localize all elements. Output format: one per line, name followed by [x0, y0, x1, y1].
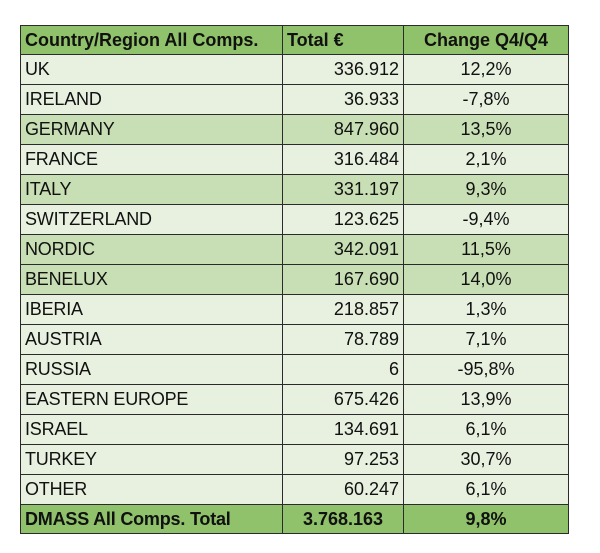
cell-country: RUSSIA [20, 354, 283, 385]
cell-country: ITALY [20, 174, 283, 205]
cell-total: 342.091 [282, 234, 404, 265]
table-row: RUSSIA 6 -95,8% [20, 354, 569, 385]
header-country: Country/Region All Comps. [20, 25, 283, 55]
table-header-row: Country/Region All Comps. Total € Change… [20, 25, 569, 55]
cell-total: 6 [282, 354, 404, 385]
cell-total: 847.960 [282, 114, 404, 145]
table-row: FRANCE 316.484 2,1% [20, 144, 569, 175]
table-row: NORDIC 342.091 11,5% [20, 234, 569, 265]
header-total: Total € [282, 25, 404, 55]
cell-change: -7,8% [403, 84, 569, 115]
cell-total: 316.484 [282, 144, 404, 175]
cell-country: FRANCE [20, 144, 283, 175]
cell-change: 14,0% [403, 264, 569, 295]
table-row: IRELAND 36.933 -7,8% [20, 84, 569, 115]
cell-change: 13,9% [403, 384, 569, 415]
cell-total: 123.625 [282, 204, 404, 235]
table-row: ISRAEL 134.691 6,1% [20, 414, 569, 445]
footer-change: 9,8% [403, 504, 569, 534]
cell-total: 167.690 [282, 264, 404, 295]
cell-change: 1,3% [403, 294, 569, 325]
cell-country: OTHER [20, 474, 283, 505]
cell-total: 331.197 [282, 174, 404, 205]
cell-country: GERMANY [20, 114, 283, 145]
table-row: OTHER 60.247 6,1% [20, 474, 569, 505]
table-row: TURKEY 97.253 30,7% [20, 444, 569, 475]
header-change: Change Q4/Q4 [403, 25, 569, 55]
table-row: BENELUX 167.690 14,0% [20, 264, 569, 295]
cell-change: 6,1% [403, 414, 569, 445]
table-total-row: DMASS All Comps. Total 3.768.163 9,8% [20, 504, 569, 534]
cell-change: -95,8% [403, 354, 569, 385]
cell-country: TURKEY [20, 444, 283, 475]
cell-country: BENELUX [20, 264, 283, 295]
cell-total: 675.426 [282, 384, 404, 415]
table-row: EASTERN EUROPE 675.426 13,9% [20, 384, 569, 415]
table-row: SWITZERLAND 123.625 -9,4% [20, 204, 569, 235]
cell-change: -9,4% [403, 204, 569, 235]
cell-total: 97.253 [282, 444, 404, 475]
cell-change: 30,7% [403, 444, 569, 475]
table-row: AUSTRIA 78.789 7,1% [20, 324, 569, 355]
sales-table-container: Country/Region All Comps. Total € Change… [20, 25, 569, 534]
cell-country: SWITZERLAND [20, 204, 283, 235]
cell-total: 78.789 [282, 324, 404, 355]
cell-country: IBERIA [20, 294, 283, 325]
table-row: ITALY 331.197 9,3% [20, 174, 569, 205]
cell-country: EASTERN EUROPE [20, 384, 283, 415]
cell-total: 36.933 [282, 84, 404, 115]
table-row: UK 336.912 12,2% [20, 54, 569, 85]
cell-change: 13,5% [403, 114, 569, 145]
table-row: GERMANY 847.960 13,5% [20, 114, 569, 145]
cell-country: NORDIC [20, 234, 283, 265]
cell-total: 336.912 [282, 54, 404, 85]
cell-change: 9,3% [403, 174, 569, 205]
cell-change: 6,1% [403, 474, 569, 505]
cell-total: 218.857 [282, 294, 404, 325]
footer-total: 3.768.163 [282, 504, 404, 534]
cell-country: ISRAEL [20, 414, 283, 445]
cell-country: IRELAND [20, 84, 283, 115]
cell-change: 2,1% [403, 144, 569, 175]
cell-total: 60.247 [282, 474, 404, 505]
cell-change: 7,1% [403, 324, 569, 355]
cell-change: 12,2% [403, 54, 569, 85]
footer-country: DMASS All Comps. Total [20, 504, 283, 534]
cell-country: AUSTRIA [20, 324, 283, 355]
cell-total: 134.691 [282, 414, 404, 445]
sales-table: Country/Region All Comps. Total € Change… [20, 25, 569, 534]
cell-change: 11,5% [403, 234, 569, 265]
cell-country: UK [20, 54, 283, 85]
table-row: IBERIA 218.857 1,3% [20, 294, 569, 325]
